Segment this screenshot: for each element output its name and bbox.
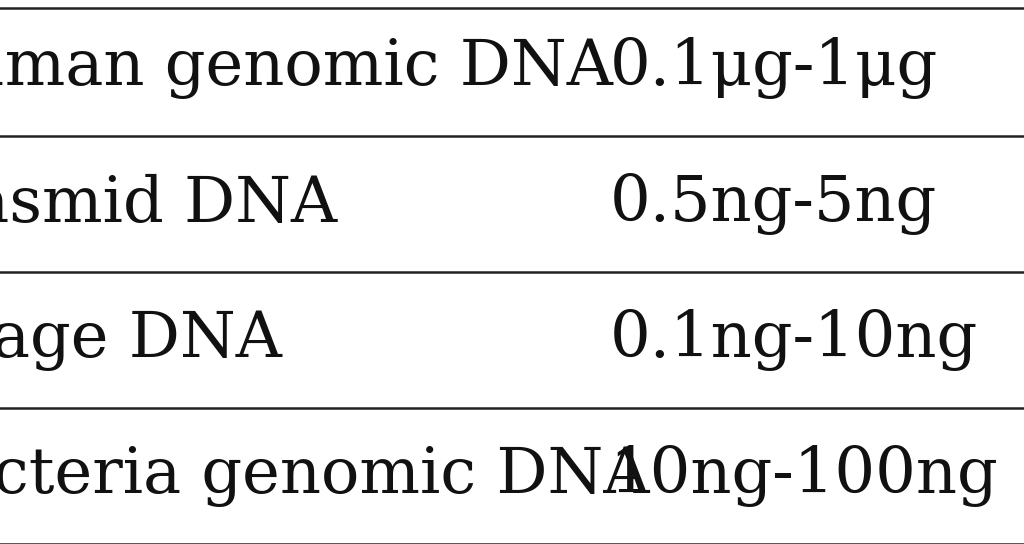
Text: Phage DNA: Phage DNA xyxy=(0,309,282,371)
Text: Plasmid DNA: Plasmid DNA xyxy=(0,174,337,234)
Text: 0.1μg-1μg: 0.1μg-1μg xyxy=(609,37,938,99)
Text: 0.5ng-5ng: 0.5ng-5ng xyxy=(609,173,937,235)
Text: Human genomic DNA: Human genomic DNA xyxy=(0,38,612,98)
Text: Bacteria genomic DNA: Bacteria genomic DNA xyxy=(0,446,649,506)
Text: 10ng-100ng: 10ng-100ng xyxy=(609,445,998,507)
Text: 0.1ng-10ng: 0.1ng-10ng xyxy=(609,309,978,371)
